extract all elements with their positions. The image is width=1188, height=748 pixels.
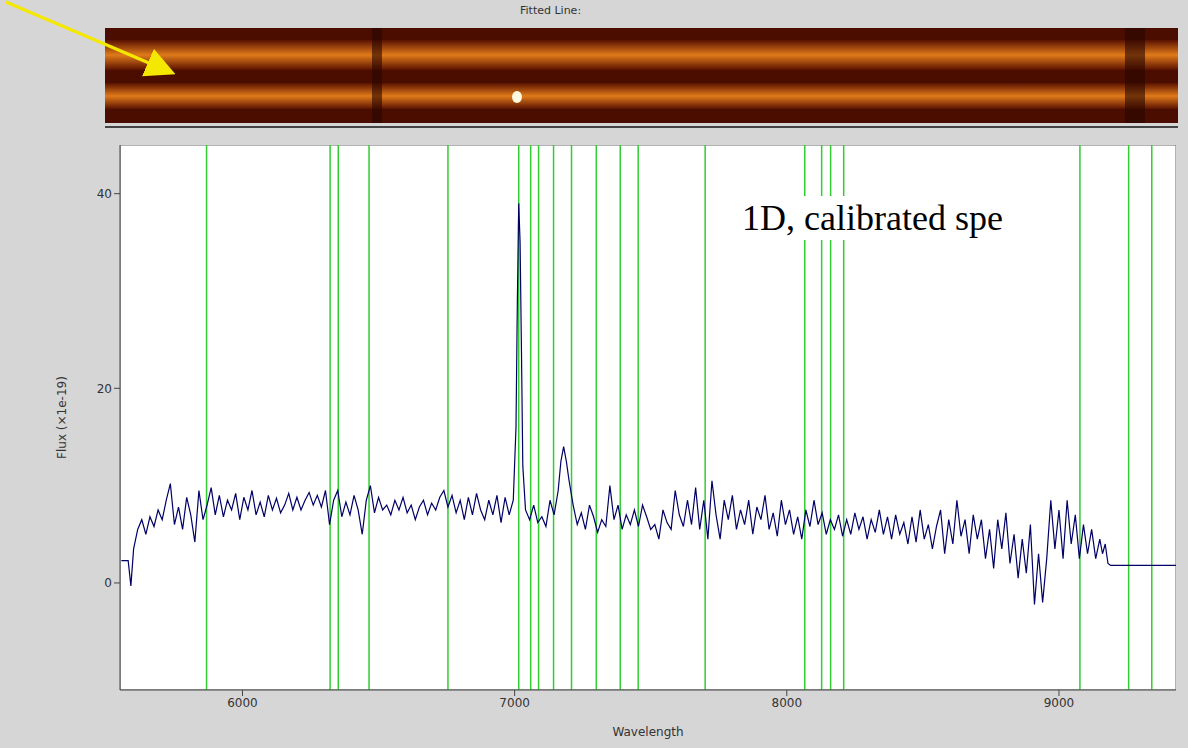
svg-text:0: 0 [104, 576, 112, 590]
html-text:Fitted Line:: Fitted Line: [520, 4, 582, 17]
svg-text:8000: 8000 [772, 696, 803, 710]
svg-text:Wavelength: Wavelength [612, 725, 683, 739]
svg-text:40: 40 [97, 187, 112, 201]
svg-text:9000: 9000 [1044, 696, 1075, 710]
svg-text:7000: 7000 [499, 696, 530, 710]
svg-text:20: 20 [97, 382, 112, 396]
svg-text:Flux (×1e-19): Flux (×1e-19) [55, 376, 69, 459]
svg-text:6000: 6000 [227, 696, 258, 710]
html-text:1D, calibrated spe: 1D, calibrated spe [742, 198, 1003, 238]
